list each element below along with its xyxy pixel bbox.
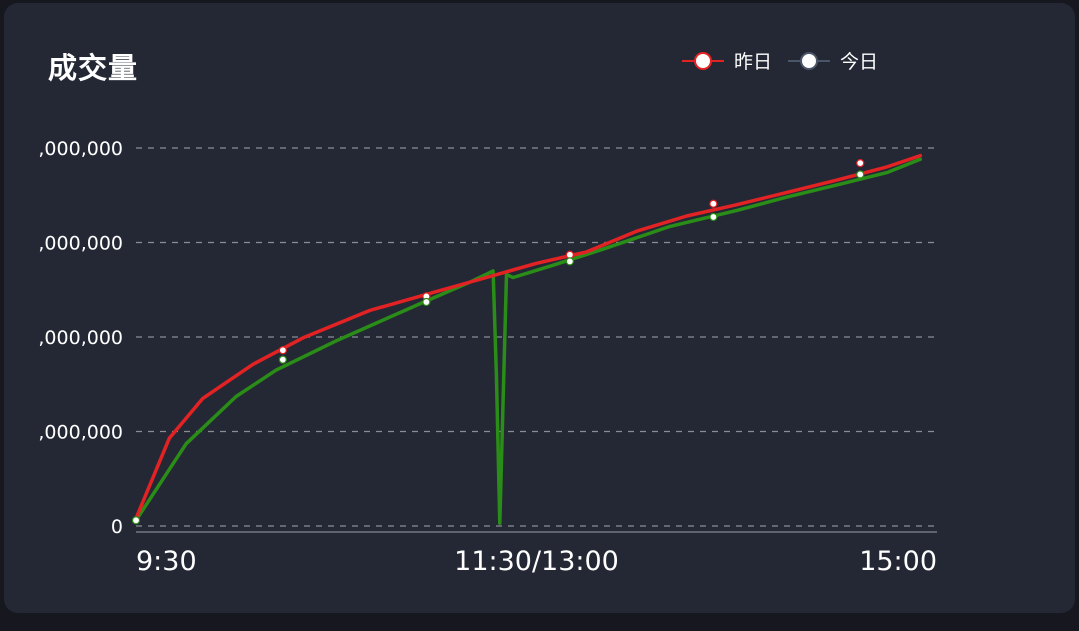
today-data-point <box>131 516 141 525</box>
today-legend-icon <box>788 49 831 73</box>
legend-item-yesterday[interactable]: 昨日 <box>682 47 772 74</box>
yesterday-data-point <box>278 346 287 355</box>
legend: 昨日 今日 <box>682 47 894 74</box>
today-data-point <box>856 170 865 179</box>
chart-card: 成交量 昨日 今日 <box>4 3 1075 613</box>
legend-label-today: 今日 <box>840 51 879 73</box>
legend-item-today[interactable]: 今日 <box>788 47 878 74</box>
y-tick-label: ,000,000 <box>38 138 123 160</box>
yesterday-data-point <box>565 250 574 259</box>
today-data-point <box>709 212 718 222</box>
legend-label-yesterday: 昨日 <box>734 51 773 73</box>
x-tick-label: 15:00 <box>859 546 937 577</box>
x-tick-label: 9:30 <box>136 546 197 577</box>
yesterday-legend-icon <box>682 49 724 73</box>
y-tick-label: ,000,000 <box>38 233 123 255</box>
today-series-line <box>134 157 923 525</box>
yesterday-data-point <box>856 159 865 168</box>
y-tick-label: ,000,000 <box>38 327 123 349</box>
y-tick-label: ,000,000 <box>38 422 123 444</box>
x-tick-label: 11:30/13:00 <box>454 546 619 577</box>
today-data-point <box>565 257 574 266</box>
y-tick-label: 0 <box>111 516 123 538</box>
yesterday-series-line <box>134 153 923 521</box>
yesterday-data-point <box>709 199 718 208</box>
today-data-point <box>422 297 431 307</box>
chart-title: 成交量 <box>48 51 139 85</box>
today-data-point <box>278 355 287 364</box>
